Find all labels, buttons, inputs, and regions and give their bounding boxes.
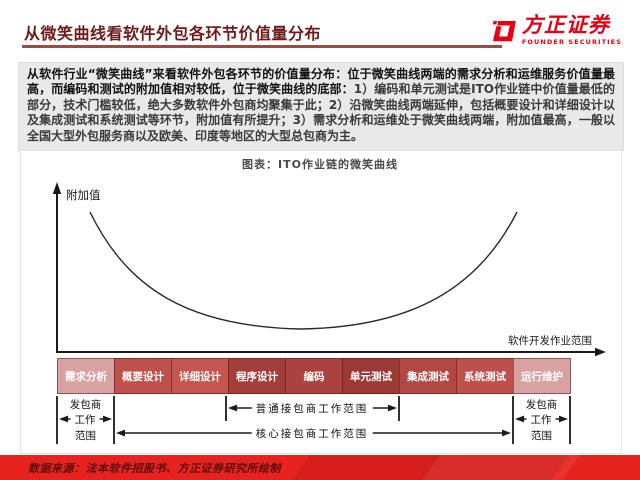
stage-label: 需求分析 xyxy=(65,370,107,383)
summary-detail: 1）编码和单元测试是ITO作业链中价值量最低的部分，技术门槛较低，绝大多数软件外… xyxy=(27,82,615,143)
ordinary-vendor-scope-label: 普通接包商工作范围 xyxy=(251,401,373,416)
stage-label: 详细设计 xyxy=(179,370,221,383)
x-axis-label: 软件开发作业范围 xyxy=(508,335,592,347)
stage-label: 运行维护 xyxy=(521,370,563,383)
client-left-label-2: 工作 xyxy=(70,412,100,427)
client-left-label-3: 范围 xyxy=(75,430,96,442)
y-axis-label: 附加值 xyxy=(66,188,101,202)
logo-en-text: FOUNDER SECURITIES xyxy=(521,38,622,46)
stage-label: 程序设计 xyxy=(236,370,278,383)
figure-title: 图表：ITO作业链的微笑曲线 xyxy=(242,158,398,171)
footer-bar: 数据来源：法本软件招股书、方正证券研究所绘制 xyxy=(0,455,640,480)
stage-box-outline-design: 概要设计 xyxy=(114,358,172,394)
client-right-label-1: 发包商 xyxy=(525,399,558,411)
logo-cn-text: 方正证券 xyxy=(521,13,610,37)
stage-box-operations: 运行维护 xyxy=(513,358,571,394)
stage-box-requirements: 需求分析 xyxy=(57,358,115,394)
page-title: 从微笑曲线看软件外包各环节价值量分布 xyxy=(24,24,322,43)
summary-paragraph: 从软件行业“微笑曲线”来看软件外包各环节的价值量分布：位于微笑曲线两端的需求分析… xyxy=(18,62,624,152)
stage-box-detail-design: 详细设计 xyxy=(171,358,229,394)
stage-label: 集成测试 xyxy=(407,370,449,383)
stage-box-system-test: 系统测试 xyxy=(456,358,514,394)
founder-logo-icon xyxy=(492,20,516,42)
stage-label: 概要设计 xyxy=(122,370,164,383)
summary-lead: 从软件行业“微笑曲线”来看软件外包各环节的价值量分布：位于微笑曲线两端的需求分析… xyxy=(27,67,615,97)
title-underline xyxy=(22,45,502,48)
footer-swoosh xyxy=(415,455,585,480)
client-left-label-1: 发包商 xyxy=(69,399,102,411)
data-source-note: 数据来源：法本软件招股书、方正证券研究所绘制 xyxy=(28,462,281,475)
stage-box-coding: 编码 xyxy=(285,358,343,394)
core-vendor-scope-label: 核心接包商工作范围 xyxy=(251,426,373,441)
founder-securities-logo: 方正证券 FOUNDER SECURITIES xyxy=(490,14,622,46)
client-right-label-3: 范围 xyxy=(531,430,552,442)
stage-box-program-design: 程序设计 xyxy=(228,358,286,394)
stage-label: 编码 xyxy=(303,370,325,383)
client-right-label-2: 工作 xyxy=(526,412,556,427)
stage-box-integration-test: 集成测试 xyxy=(399,358,457,394)
figure-frame xyxy=(20,150,622,454)
stage-box-unit-test: 单元测试 xyxy=(342,358,400,394)
stage-row: 需求分析 概要设计 详细设计 程序设计 编码 单元测试 集成测试 系统测试 运行… xyxy=(57,358,571,394)
stage-label: 系统测试 xyxy=(464,370,506,383)
stage-label: 单元测试 xyxy=(350,370,392,383)
